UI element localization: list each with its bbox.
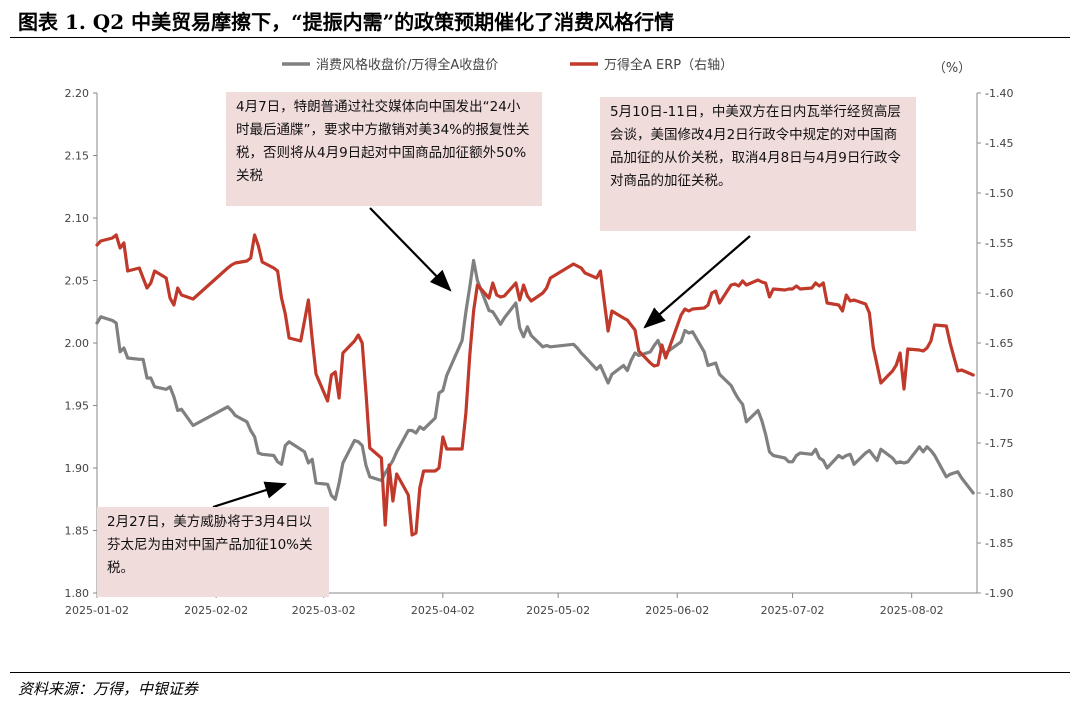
series-line-erp (95, 233, 975, 537)
right-tick-label: -1.65 (985, 337, 1013, 350)
legend-label: 万得全A ERP（右轴） (604, 57, 733, 73)
right-tick-label: -1.90 (985, 587, 1013, 600)
annotation-geneva-talks: 5月10日-11日，中美双方在日内瓦举行经贸高层会谈，美国修改4月2日行政令中规… (600, 97, 916, 231)
legend-label: 消费风格收盘价/万得全A收盘价 (316, 57, 498, 73)
left-tick-label: 1.95 (65, 400, 90, 413)
left-tick-label: 2.05 (65, 275, 90, 288)
arrow-trade-ultimatum (369, 207, 452, 292)
arrow-fentanyl-tariff (212, 481, 288, 509)
x-tick-label: 2025-05-02 (526, 604, 590, 617)
x-tick-label: 2025-04-02 (411, 604, 475, 617)
arrow-geneva-talks (643, 235, 751, 329)
left-tick-label: 2.00 (65, 337, 90, 350)
x-tick-label: 2025-01-02 (65, 604, 129, 617)
x-tick-label: 2025-06-02 (645, 604, 709, 617)
right-tick-label: -1.50 (985, 187, 1013, 200)
right-tick-label: -1.80 (985, 487, 1013, 500)
right-tick-label: -1.75 (985, 437, 1013, 450)
x-tick-label: 2025-08-02 (880, 604, 944, 617)
right-axis-unit: （%） (933, 61, 971, 76)
series-line-consumer-ratio (95, 258, 975, 501)
left-tick-label: 2.15 (65, 150, 90, 163)
x-tick-label: 2025-03-02 (292, 604, 356, 617)
annotation-trade-ultimatum: 4月7日，特朗普通过社交媒体向中国发出“24小时最后通牒”，要求中方撤销对美34… (226, 92, 542, 206)
left-tick-label: 1.85 (65, 525, 90, 538)
left-tick-label: 2.10 (65, 212, 90, 225)
x-tick-label: 2025-07-02 (761, 604, 825, 617)
left-tick-label: 1.90 (65, 462, 90, 475)
left-tick-label: 2.20 (65, 87, 90, 100)
x-tick-label: 2025-02-02 (184, 604, 248, 617)
left-tick-label: 1.80 (65, 587, 90, 600)
right-tick-label: -1.45 (985, 137, 1013, 150)
right-tick-label: -1.60 (985, 287, 1013, 300)
right-tick-label: -1.70 (985, 387, 1013, 400)
right-tick-label: -1.55 (985, 237, 1013, 250)
annotation-fentanyl-tariff: 2月27日，美方威胁将于3月4日以芬太尼为由对中国产品加征10%关税。 (97, 507, 329, 597)
title-rule (10, 37, 1070, 38)
right-tick-label: -1.85 (985, 537, 1013, 550)
right-tick-label: -1.40 (985, 87, 1013, 100)
source-rule (10, 672, 1070, 673)
source-note: 资料来源：万得，中银证券 (18, 680, 199, 698)
chart-title: 图表 1. Q2 中美贸易摩擦下，“提振内需”的政策预期催化了消费风格行情 (18, 10, 675, 34)
